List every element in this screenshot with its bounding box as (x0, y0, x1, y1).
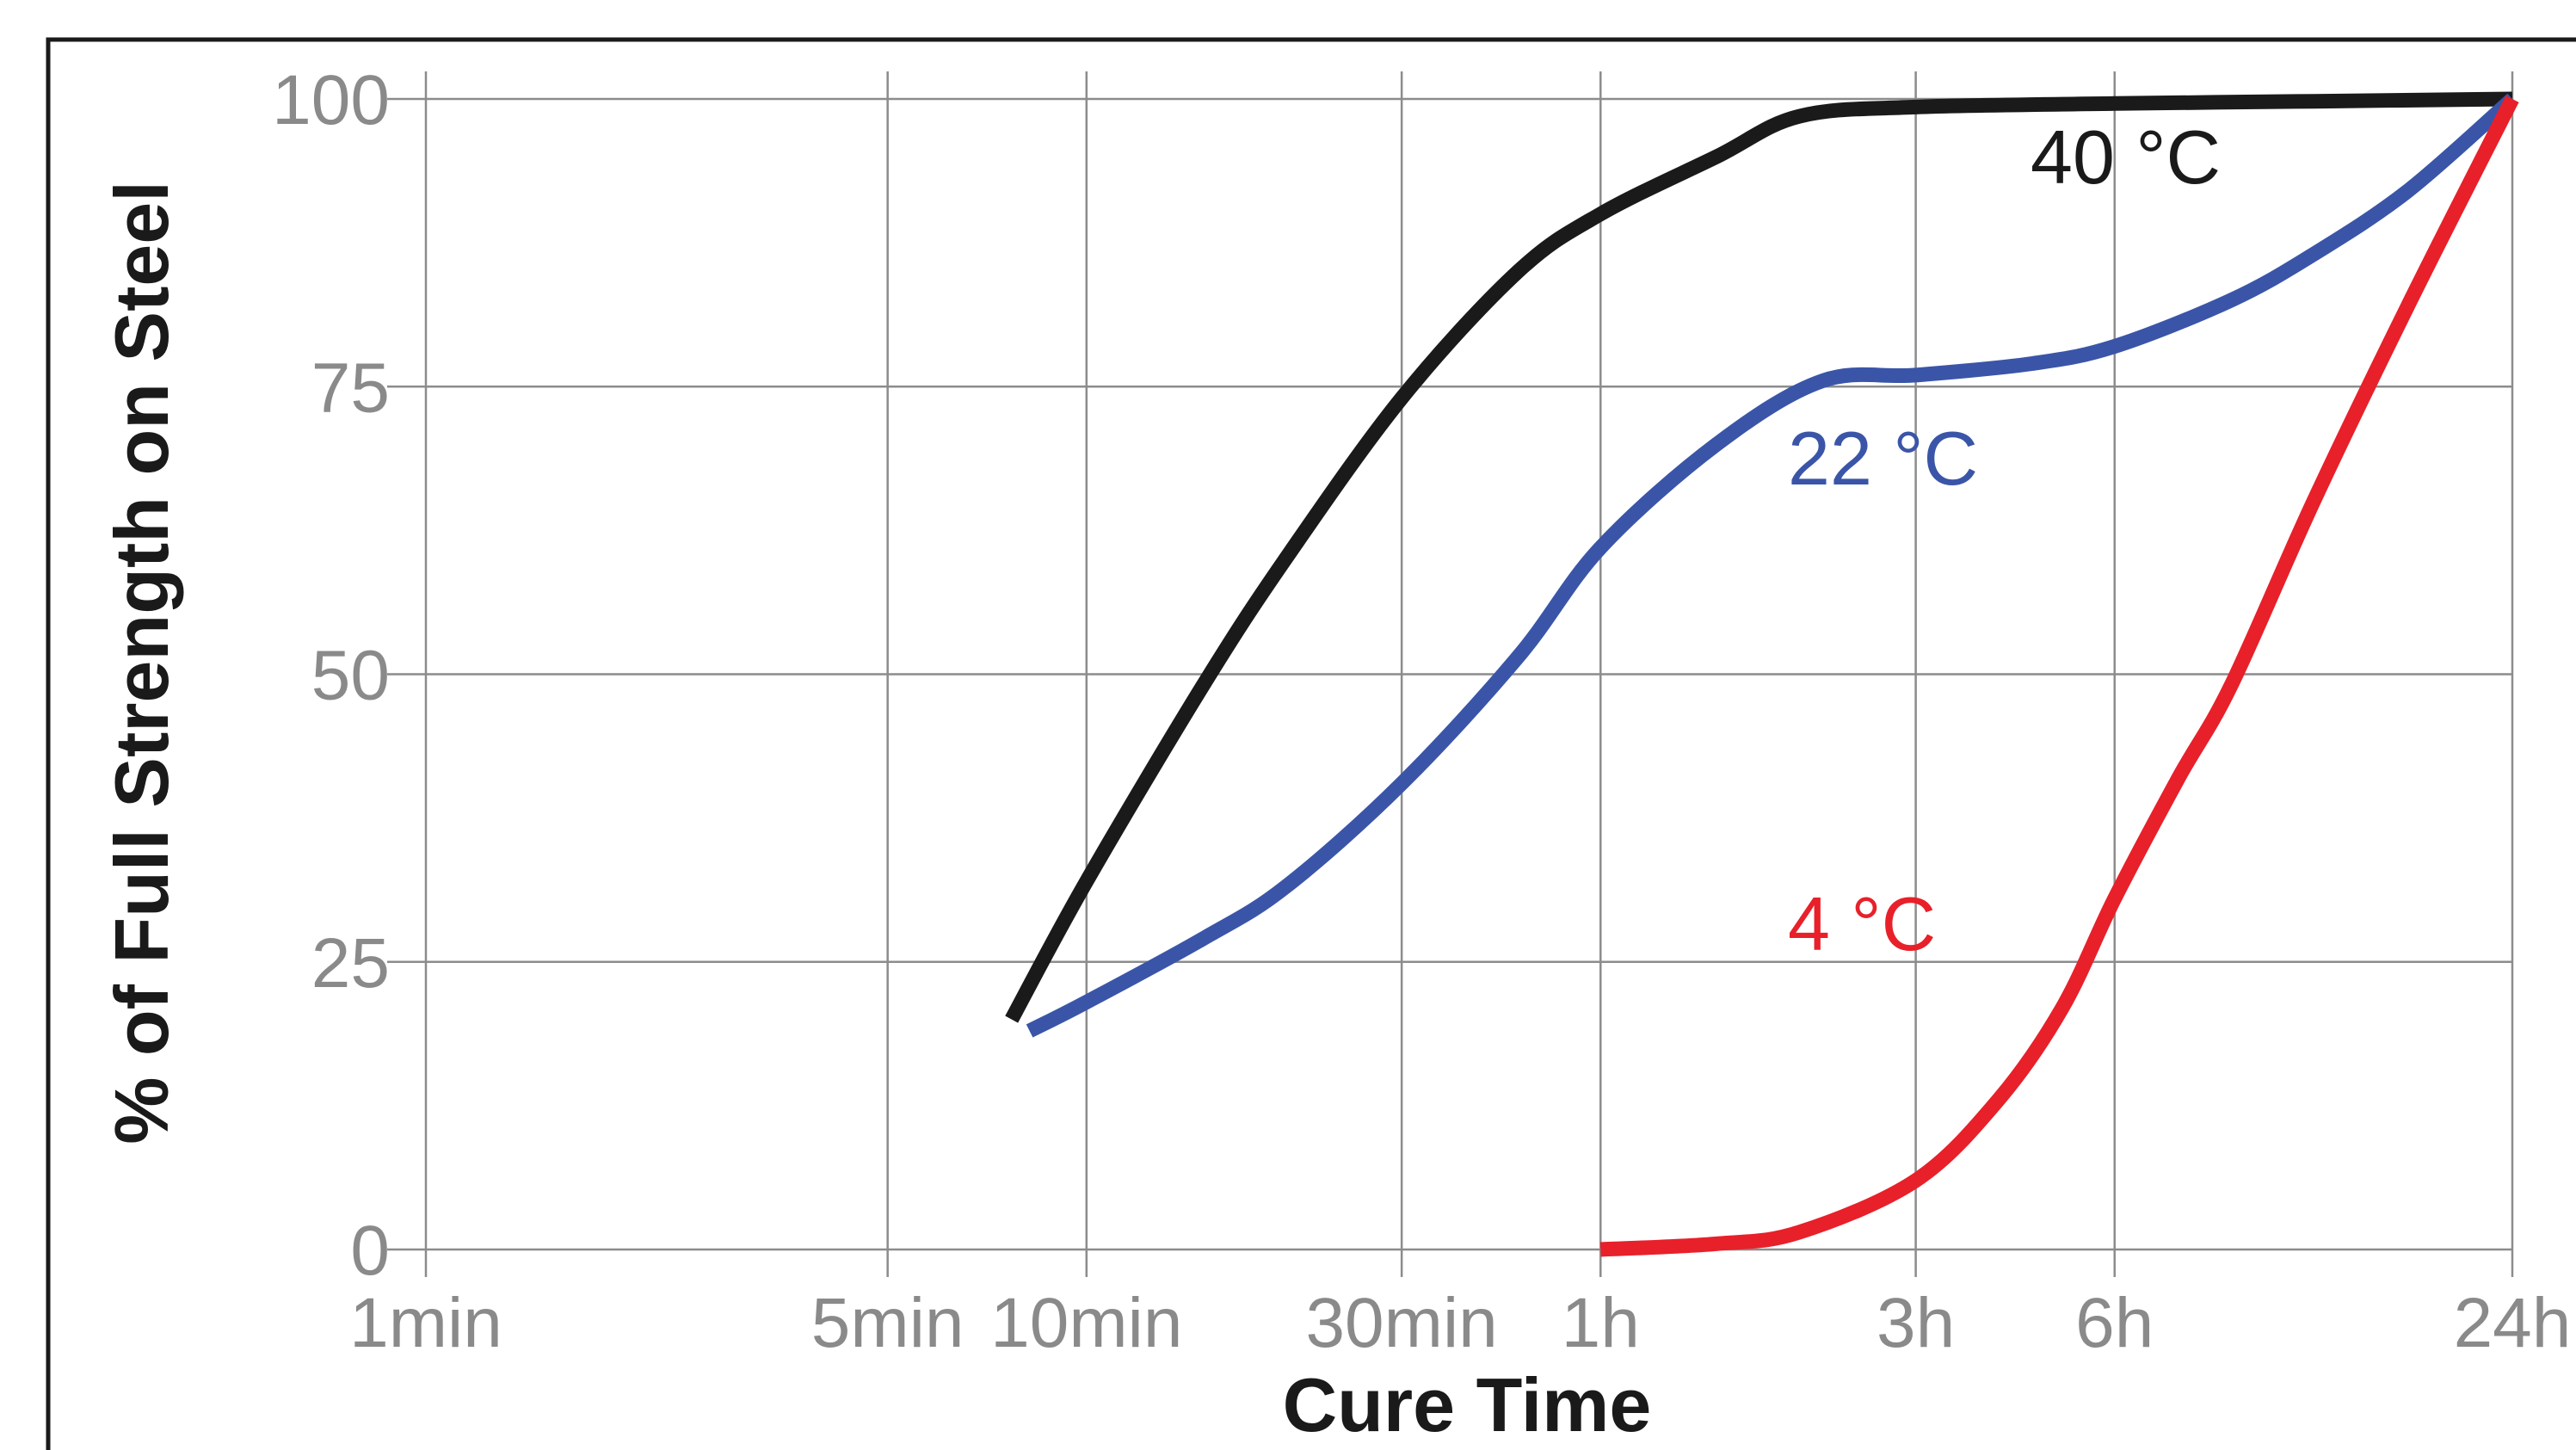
y-axis-title: % of Full Strength on Steel (99, 181, 184, 1145)
x-tick-label: 3h (1877, 1284, 1955, 1362)
series-4c-line (1599, 96, 2519, 1257)
y-tick-label: 25 (311, 924, 390, 1003)
x-tick-label: 10min (990, 1284, 1182, 1362)
y-tick-label: 50 (311, 637, 390, 715)
series-label-40c: 40 °C (2031, 114, 2221, 200)
grid (387, 71, 2514, 1277)
series-lines (1005, 91, 2519, 1257)
series-22c-line (1026, 93, 2517, 1038)
x-tick-label: 30min (1305, 1284, 1497, 1362)
series-40c-line (1005, 91, 2513, 1023)
series-label-22c: 22 °C (1788, 416, 1978, 501)
y-tick-label: 100 (272, 61, 390, 139)
x-tick-label: 6h (2075, 1284, 2154, 1362)
series-label-4c: 4 °C (1788, 881, 1936, 966)
x-tick-label: 1h (1562, 1284, 1640, 1362)
chart-frame (46, 37, 2576, 1450)
x-tick-label: 1min (349, 1284, 502, 1362)
x-tick-label: 24h (2454, 1284, 2572, 1362)
y-tick-label: 75 (311, 349, 390, 427)
tick-labels: 0 25 50 75 100 1min 5min 10min 30min 1h 3h 6h 24h (272, 61, 2571, 1362)
y-tick-label: 0 (350, 1212, 390, 1290)
x-tick-label: 5min (811, 1284, 964, 1362)
series-labels: 40 °C 22 °C 4 °C (1788, 114, 2221, 966)
x-axis-title: Cure Time (1283, 1362, 1652, 1447)
